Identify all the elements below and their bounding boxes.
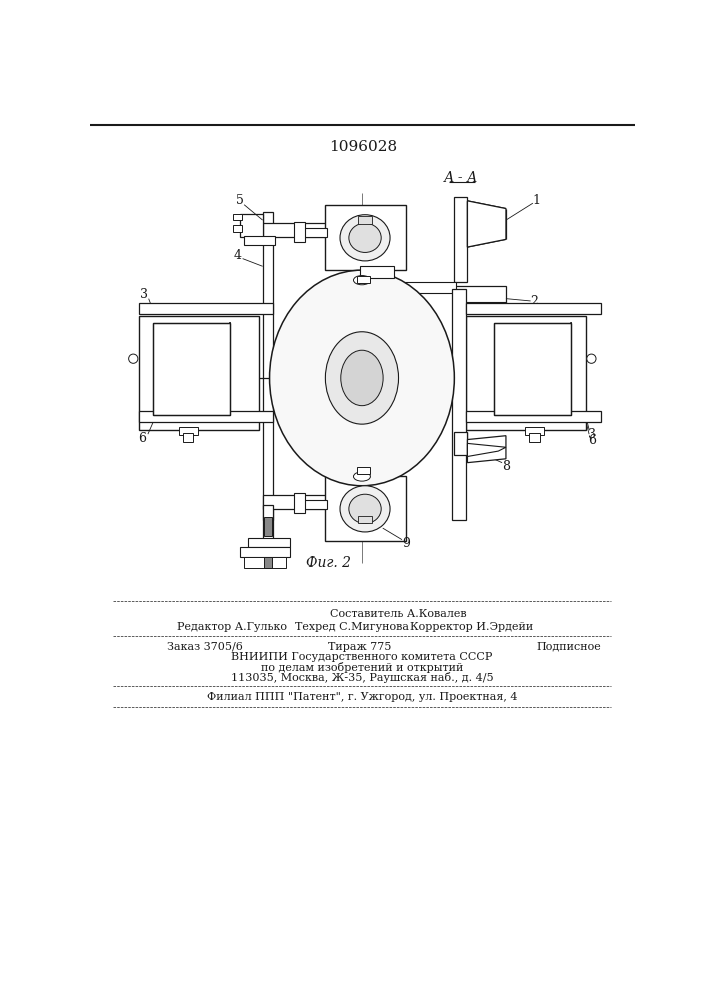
Text: 3: 3 bbox=[140, 288, 148, 301]
Bar bbox=[357, 466, 370, 474]
Polygon shape bbox=[467, 201, 506, 247]
Bar bbox=[325, 205, 406, 270]
Bar bbox=[494, 323, 571, 415]
Bar bbox=[244, 235, 275, 245]
Polygon shape bbox=[454, 432, 467, 455]
Text: 2: 2 bbox=[530, 295, 538, 308]
Polygon shape bbox=[467, 436, 506, 463]
Bar bbox=[454, 286, 506, 305]
Ellipse shape bbox=[269, 270, 455, 486]
Bar bbox=[139, 316, 259, 430]
Bar bbox=[262, 495, 382, 509]
Ellipse shape bbox=[340, 215, 390, 261]
Bar bbox=[244, 557, 286, 568]
Text: 9: 9 bbox=[402, 537, 410, 550]
Bar bbox=[182, 433, 193, 442]
Ellipse shape bbox=[354, 276, 370, 285]
Bar bbox=[153, 323, 230, 415]
Bar bbox=[494, 323, 571, 415]
Bar bbox=[466, 316, 586, 430]
Text: 8: 8 bbox=[502, 460, 510, 473]
Bar bbox=[325, 476, 406, 541]
Bar bbox=[294, 222, 305, 242]
Text: 1096028: 1096028 bbox=[329, 140, 397, 154]
Text: ВНИИПИ Государственного комитета СССР: ВНИИПИ Государственного комитета СССР bbox=[231, 652, 493, 662]
Text: А - А: А - А bbox=[444, 171, 479, 185]
Text: 1: 1 bbox=[533, 194, 541, 207]
Bar bbox=[466, 411, 601, 422]
Bar bbox=[358, 516, 372, 523]
Text: Подписное: Подписное bbox=[537, 642, 602, 652]
Bar bbox=[454, 302, 506, 308]
Text: Тираж 775: Тираж 775 bbox=[328, 642, 392, 652]
Text: Филиал ППП "Патент", г. Ужгород, ул. Проектная, 4: Филиал ППП "Патент", г. Ужгород, ул. Про… bbox=[206, 692, 518, 702]
Bar bbox=[296, 500, 327, 509]
Bar bbox=[240, 547, 291, 557]
Text: Техред С.Мигунова: Техред С.Мигунова bbox=[295, 622, 409, 632]
Bar bbox=[454, 197, 467, 282]
Bar bbox=[262, 505, 274, 540]
Text: Составитель А.Ковалев: Составитель А.Ковалев bbox=[330, 609, 467, 619]
Ellipse shape bbox=[354, 472, 370, 481]
Ellipse shape bbox=[325, 332, 399, 424]
Bar bbox=[382, 282, 456, 293]
Text: 6: 6 bbox=[588, 434, 596, 447]
Text: 3: 3 bbox=[588, 428, 596, 441]
Bar bbox=[179, 427, 198, 435]
Bar bbox=[262, 223, 382, 237]
Polygon shape bbox=[467, 443, 506, 456]
Polygon shape bbox=[360, 266, 395, 278]
Circle shape bbox=[129, 354, 138, 363]
Ellipse shape bbox=[349, 223, 381, 252]
Text: Заказ 3705/6: Заказ 3705/6 bbox=[167, 642, 243, 652]
Bar bbox=[357, 276, 370, 283]
Text: 6: 6 bbox=[139, 432, 146, 445]
Bar bbox=[139, 411, 274, 422]
Circle shape bbox=[587, 354, 596, 363]
Bar bbox=[452, 289, 466, 520]
Text: Редактор А.Гулько: Редактор А.Гулько bbox=[177, 622, 287, 632]
Bar bbox=[358, 216, 372, 224]
Bar bbox=[233, 225, 242, 232]
Text: Фиг. 2: Фиг. 2 bbox=[306, 556, 351, 570]
Bar bbox=[294, 493, 305, 513]
Bar bbox=[139, 303, 274, 314]
Text: 4: 4 bbox=[234, 249, 242, 262]
Bar bbox=[466, 303, 601, 314]
Bar bbox=[352, 497, 373, 509]
Text: 113035, Москва, Ж-35, Раушская наб., д. 4/5: 113035, Москва, Ж-35, Раушская наб., д. … bbox=[230, 672, 493, 683]
Ellipse shape bbox=[349, 494, 381, 523]
Bar bbox=[525, 427, 544, 435]
Bar bbox=[233, 214, 242, 220]
Bar bbox=[248, 538, 291, 547]
Text: по делам изобретений и открытий: по делам изобретений и открытий bbox=[261, 662, 463, 673]
Bar bbox=[262, 212, 274, 520]
Bar bbox=[529, 433, 540, 442]
Text: 5: 5 bbox=[236, 194, 244, 207]
Ellipse shape bbox=[340, 486, 390, 532]
Text: Корректор И.Эрдейи: Корректор И.Эрдейи bbox=[409, 622, 533, 632]
Bar bbox=[296, 228, 327, 237]
Ellipse shape bbox=[341, 350, 383, 406]
Bar bbox=[264, 517, 272, 536]
Bar bbox=[264, 557, 272, 568]
Bar bbox=[240, 214, 264, 237]
Bar bbox=[153, 323, 230, 415]
